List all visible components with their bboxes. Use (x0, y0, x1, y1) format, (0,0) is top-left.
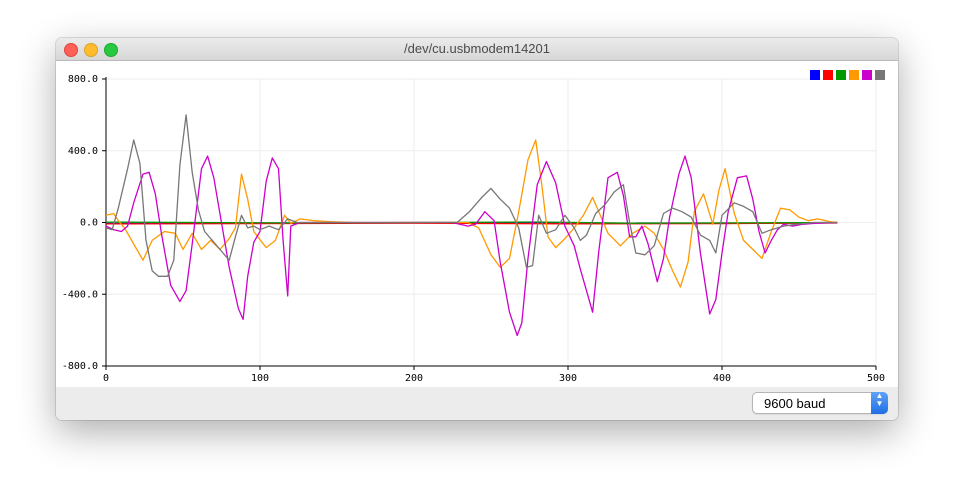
series-line-6 (105, 114, 838, 277)
y-tick-label: 400.0 (68, 146, 98, 157)
y-tick-label: 800.0 (68, 74, 98, 85)
x-tick-label: 100 (251, 373, 269, 384)
baud-rate-select[interactable]: 9600 baud ▲ ▼ (752, 392, 888, 414)
legend (810, 70, 885, 80)
series-line-3 (105, 221, 838, 224)
legend-swatch-1 (810, 70, 820, 80)
maximize-window-button[interactable] (104, 43, 118, 57)
legend-swatch-5 (862, 70, 872, 80)
chevron-up-down-icon[interactable]: ▲ ▼ (871, 392, 888, 414)
series-layer (105, 114, 838, 337)
y-tick-label: -800.0 (62, 361, 98, 372)
x-tick-label: 500 (867, 373, 885, 384)
x-tick-label: 300 (559, 373, 577, 384)
series-line-2 (105, 222, 838, 225)
x-tick-label: 0 (103, 373, 109, 384)
legend-swatch-3 (836, 70, 846, 80)
line-chart: 0 100 200 300 400 500 800.0 400.0 0.0 -400.0 -800.… (62, 70, 885, 384)
y-tick-label: 0.0 (80, 218, 98, 229)
serial-plotter-window: /dev/cu.usbmodem14201 0 100 200 300 400 500 80… (56, 38, 898, 420)
series-line-4 (105, 139, 838, 288)
x-tick-label: 400 (713, 373, 731, 384)
x-tick-label: 200 (405, 373, 423, 384)
legend-swatch-6 (875, 70, 885, 80)
legend-swatch-4 (849, 70, 859, 80)
plot-area: 0 100 200 300 400 500 800.0 400.0 0.0 -400.0 -800.… (56, 61, 898, 387)
series-line-5 (105, 155, 838, 337)
y-tick-label: -400.0 (62, 289, 98, 300)
minimize-window-button[interactable] (84, 43, 98, 57)
window-title: /dev/cu.usbmodem14201 (404, 41, 550, 56)
title-bar[interactable]: /dev/cu.usbmodem14201 (56, 38, 898, 61)
legend-swatch-2 (823, 70, 833, 80)
footer-bar: 9600 baud ▲ ▼ (56, 387, 898, 420)
axes: 0 100 200 300 400 500 800.0 400.0 0.0 -400.0 -800.… (62, 74, 885, 384)
baud-rate-value: 9600 baud (764, 396, 826, 411)
close-window-button[interactable] (64, 43, 78, 57)
